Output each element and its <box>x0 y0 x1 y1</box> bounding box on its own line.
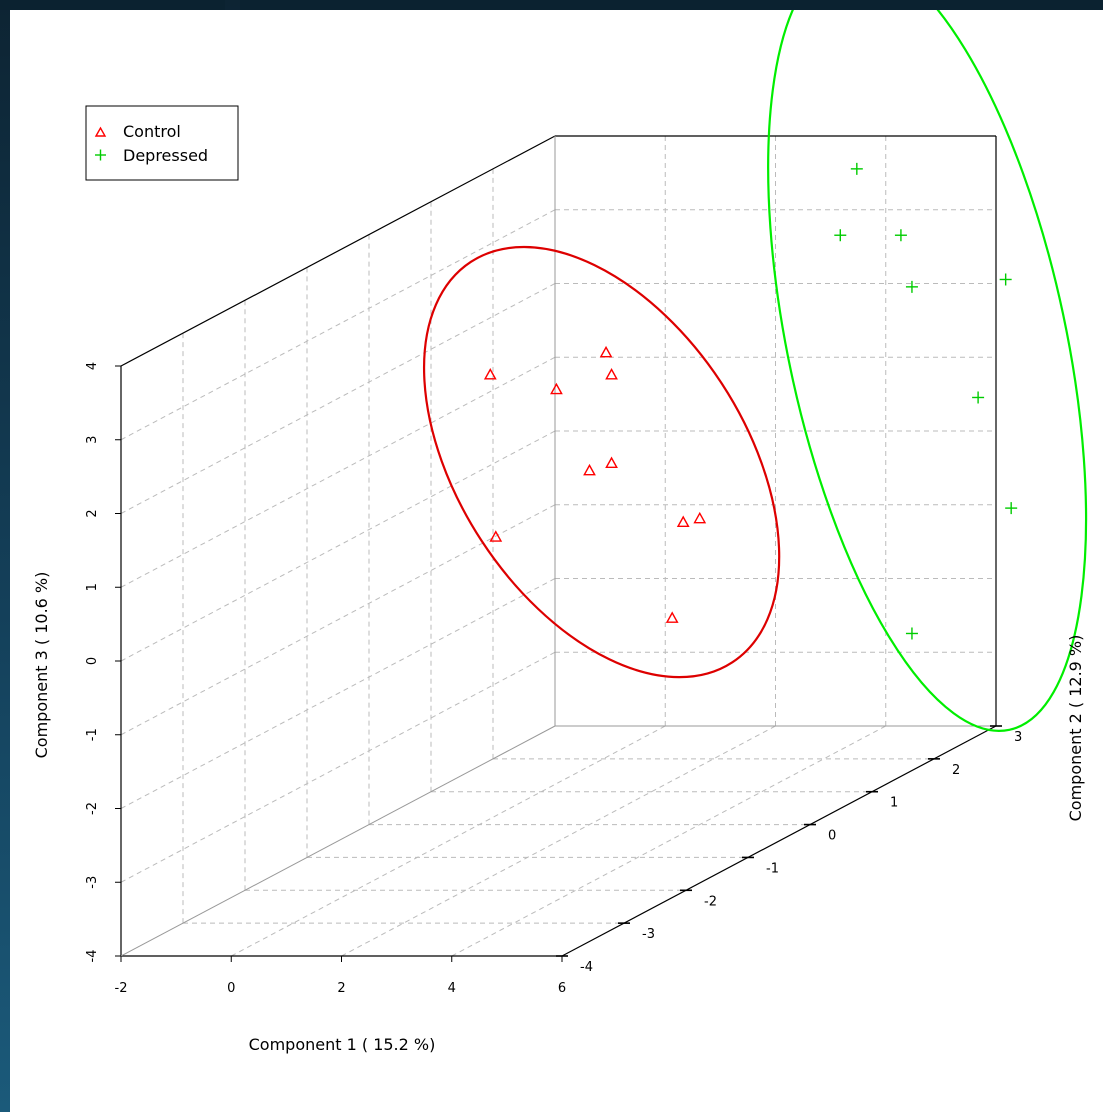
y-tick-label: 0 <box>828 829 836 844</box>
legend-plus-icon <box>95 149 106 161</box>
top-bar-left <box>0 0 225 10</box>
z-tick-label: 4 <box>85 362 100 370</box>
control-point <box>605 456 618 469</box>
depressed-point <box>834 229 847 242</box>
control-point <box>550 382 563 395</box>
control-point <box>583 463 596 476</box>
depressed-point <box>972 391 985 404</box>
legend-triangle-icon <box>94 126 107 137</box>
gridline-side-z <box>120 651 556 883</box>
z-tick-label: -3 <box>85 876 100 889</box>
x-axis-title: Component 1 ( 15.2 %) <box>249 1035 436 1054</box>
z-tick-label: 2 <box>85 509 100 517</box>
plot-panel: -2 0 2 4 6 -4 -3 -2 -1 0 1 2 3 4 -4 -3 -2 -1 0 1 2 3 Componen… <box>10 10 1103 1112</box>
top-bar-right <box>240 0 1103 10</box>
x-tick-label: 0 <box>227 981 235 996</box>
control-point <box>489 530 503 542</box>
control-point <box>676 515 690 528</box>
x-tick-label: -2 <box>115 981 128 996</box>
gridline-side-z <box>120 209 556 441</box>
y-tick-label: -4 <box>580 960 593 975</box>
y-tick-label: 2 <box>952 763 960 778</box>
z-tick-label: -4 <box>85 950 100 963</box>
legend-box <box>85 105 239 181</box>
y-tick-label: -3 <box>642 927 655 942</box>
gridline-floor-x <box>341 725 776 957</box>
ellipses <box>422 10 1088 732</box>
y-axis-title: Component 2 ( 12.9 %) <box>1066 635 1085 822</box>
depressed-point <box>999 273 1012 286</box>
depressed-point <box>850 162 863 175</box>
scatter3d-plot: -2 0 2 4 6 -4 -3 -2 -1 0 1 2 3 4 -4 -3 -2 -1 0 1 2 3 Componen… <box>32 10 1088 1054</box>
z-tick-label: -2 <box>85 802 100 815</box>
ellipse-control <box>422 245 781 679</box>
x-tick-label: 4 <box>448 981 456 996</box>
ellipse-depressed <box>767 10 1088 732</box>
gridline-side-z <box>120 283 556 514</box>
depressed-point <box>905 627 918 640</box>
plot-box <box>120 135 997 957</box>
gridline-floor-x <box>231 725 666 957</box>
x-tick-label: 2 <box>337 981 345 996</box>
gridline-side-z <box>120 356 556 588</box>
control-point <box>605 368 618 380</box>
y-tick-label: -2 <box>704 894 717 909</box>
z-axis-title: Component 3 ( 10.6 %) <box>32 572 51 759</box>
depressed-point <box>905 280 918 293</box>
legend-entry-depressed: Depressed <box>123 146 208 165</box>
gridline-side-z <box>120 578 556 809</box>
y-tick-label: 3 <box>1014 730 1022 745</box>
z-tick-label: 0 <box>85 657 100 665</box>
z-tick-label: 3 <box>85 436 100 444</box>
y-tick-label: -1 <box>766 861 779 876</box>
box-top-left-edge <box>120 135 556 367</box>
z-tick-label: 1 <box>85 583 100 591</box>
gridline-side-z <box>120 430 556 662</box>
data-points <box>483 162 1018 640</box>
depressed-point <box>1005 502 1018 515</box>
y-tick-label: 1 <box>890 796 898 811</box>
control-point <box>665 611 679 623</box>
legend: Control Depressed <box>85 105 239 181</box>
z-tick-label: -1 <box>85 728 100 741</box>
x-tick-label: 6 <box>558 981 566 996</box>
gridline-floor-x <box>451 725 886 957</box>
legend-entry-control: Control <box>123 122 181 141</box>
y-axis-line <box>561 725 997 957</box>
gridline-side-z <box>120 504 556 736</box>
grid <box>120 136 996 957</box>
box-floor-left-edge <box>120 725 556 957</box>
depressed-point <box>894 229 907 242</box>
control-point <box>599 345 613 358</box>
control-point <box>483 368 497 380</box>
ticks: -2 0 2 4 6 -4 -3 -2 -1 0 1 2 3 4 -4 -3 -2 -1 0 1 2 3 <box>85 362 1022 996</box>
control-point <box>693 511 707 524</box>
